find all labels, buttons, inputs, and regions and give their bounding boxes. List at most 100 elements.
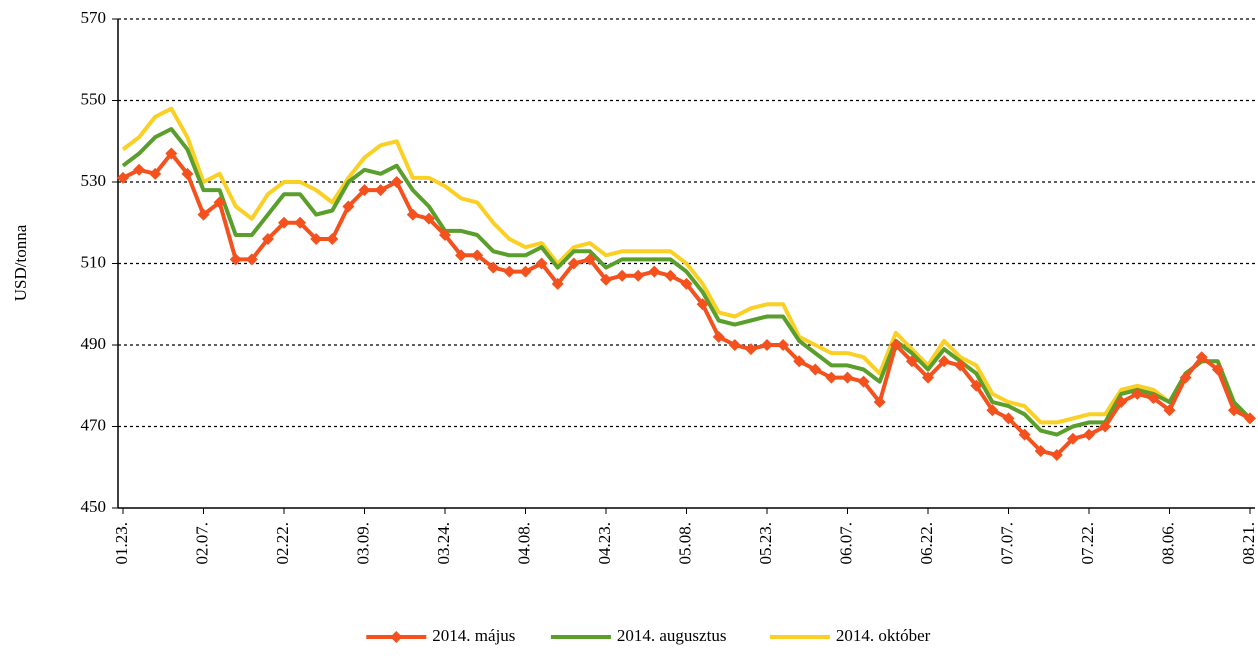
marker xyxy=(422,212,435,225)
marker xyxy=(439,228,451,241)
x-tick-label: 06.22. xyxy=(917,522,936,565)
marker xyxy=(213,196,226,209)
x-tick-label: 05.23. xyxy=(756,522,775,565)
marker xyxy=(1066,432,1079,445)
marker xyxy=(712,330,725,343)
marker xyxy=(616,269,629,282)
marker xyxy=(197,208,210,221)
marker xyxy=(567,257,580,270)
marker xyxy=(1050,449,1063,462)
marker xyxy=(1018,428,1031,441)
marker xyxy=(583,253,596,266)
x-tick-label: 06.07. xyxy=(836,522,855,565)
marker xyxy=(342,200,355,213)
x-tick-label: 04.23. xyxy=(595,522,614,565)
marker xyxy=(1131,387,1144,400)
marker xyxy=(1227,404,1240,417)
marker xyxy=(1195,351,1208,364)
y-axis-label: USD/tonna xyxy=(11,224,30,301)
marker xyxy=(922,371,934,384)
marker xyxy=(825,371,838,384)
marker xyxy=(519,265,532,278)
marker xyxy=(551,277,564,290)
marker xyxy=(1115,396,1128,409)
x-tick-label: 02.07. xyxy=(192,522,211,565)
x-tick-label: 05.08. xyxy=(675,522,694,565)
marker xyxy=(487,261,500,274)
x-tick-label: 02.22. xyxy=(273,522,292,565)
marker xyxy=(406,208,419,221)
y-tick-label: 530 xyxy=(81,171,107,190)
marker xyxy=(181,167,194,180)
marker xyxy=(1002,412,1015,425)
marker xyxy=(310,233,323,246)
marker xyxy=(374,184,387,197)
x-tick-label: 04.08. xyxy=(514,522,533,565)
marker xyxy=(889,339,902,351)
legend-label: 2014. augusztus xyxy=(617,626,727,645)
x-tick-label: 07.22. xyxy=(1078,522,1097,565)
marker xyxy=(809,363,822,376)
marker xyxy=(696,298,709,311)
marker xyxy=(455,249,468,262)
marker xyxy=(278,216,290,229)
marker xyxy=(133,163,146,176)
marker xyxy=(873,396,886,409)
series-line xyxy=(121,106,1252,425)
marker xyxy=(1083,428,1095,441)
marker xyxy=(680,277,693,290)
legend-marker xyxy=(390,631,403,643)
marker xyxy=(503,265,516,278)
marker xyxy=(938,355,951,368)
marker xyxy=(728,339,741,351)
y-tick-label: 570 xyxy=(81,8,107,27)
x-tick-label: 07.07. xyxy=(997,522,1016,565)
marker xyxy=(261,233,274,246)
marker xyxy=(165,147,178,160)
x-tick-label: 03.24. xyxy=(434,522,453,565)
legend-label: 2014. október xyxy=(836,626,931,645)
y-tick-label: 550 xyxy=(81,89,107,108)
marker xyxy=(777,339,790,351)
marker xyxy=(294,216,307,229)
x-tick-label: 01.23. xyxy=(112,522,131,565)
marker xyxy=(1179,371,1192,384)
marker xyxy=(986,404,999,417)
marker xyxy=(954,359,967,372)
marker xyxy=(229,253,242,266)
y-tick-label: 490 xyxy=(81,334,107,353)
legend-label: 2014. május xyxy=(432,626,515,645)
x-tick-label: 08.06. xyxy=(1158,522,1177,565)
marker xyxy=(664,269,677,282)
marker xyxy=(793,355,806,368)
marker xyxy=(1099,420,1112,433)
marker xyxy=(326,233,339,246)
marker xyxy=(905,355,918,368)
marker xyxy=(1211,363,1224,376)
y-tick-label: 450 xyxy=(81,497,107,516)
marker xyxy=(117,171,129,184)
marker xyxy=(149,167,162,180)
marker xyxy=(761,339,773,351)
series-line xyxy=(122,151,1251,457)
marker xyxy=(245,253,258,266)
marker xyxy=(358,184,371,197)
marker xyxy=(1034,444,1047,457)
marker xyxy=(970,379,983,392)
marker xyxy=(744,343,757,356)
series-line xyxy=(121,127,1252,437)
x-tick-label: 08.21. xyxy=(1239,522,1258,565)
marker xyxy=(841,371,854,384)
y-tick-label: 510 xyxy=(81,252,107,271)
marker xyxy=(535,257,548,270)
marker xyxy=(600,273,612,286)
x-tick-label: 03.09. xyxy=(353,522,372,565)
marker xyxy=(648,265,661,278)
marker xyxy=(1163,404,1176,417)
marker xyxy=(857,375,870,388)
marker xyxy=(1147,391,1160,404)
y-tick-label: 470 xyxy=(81,415,107,434)
marker xyxy=(390,176,403,188)
marker xyxy=(471,249,484,262)
